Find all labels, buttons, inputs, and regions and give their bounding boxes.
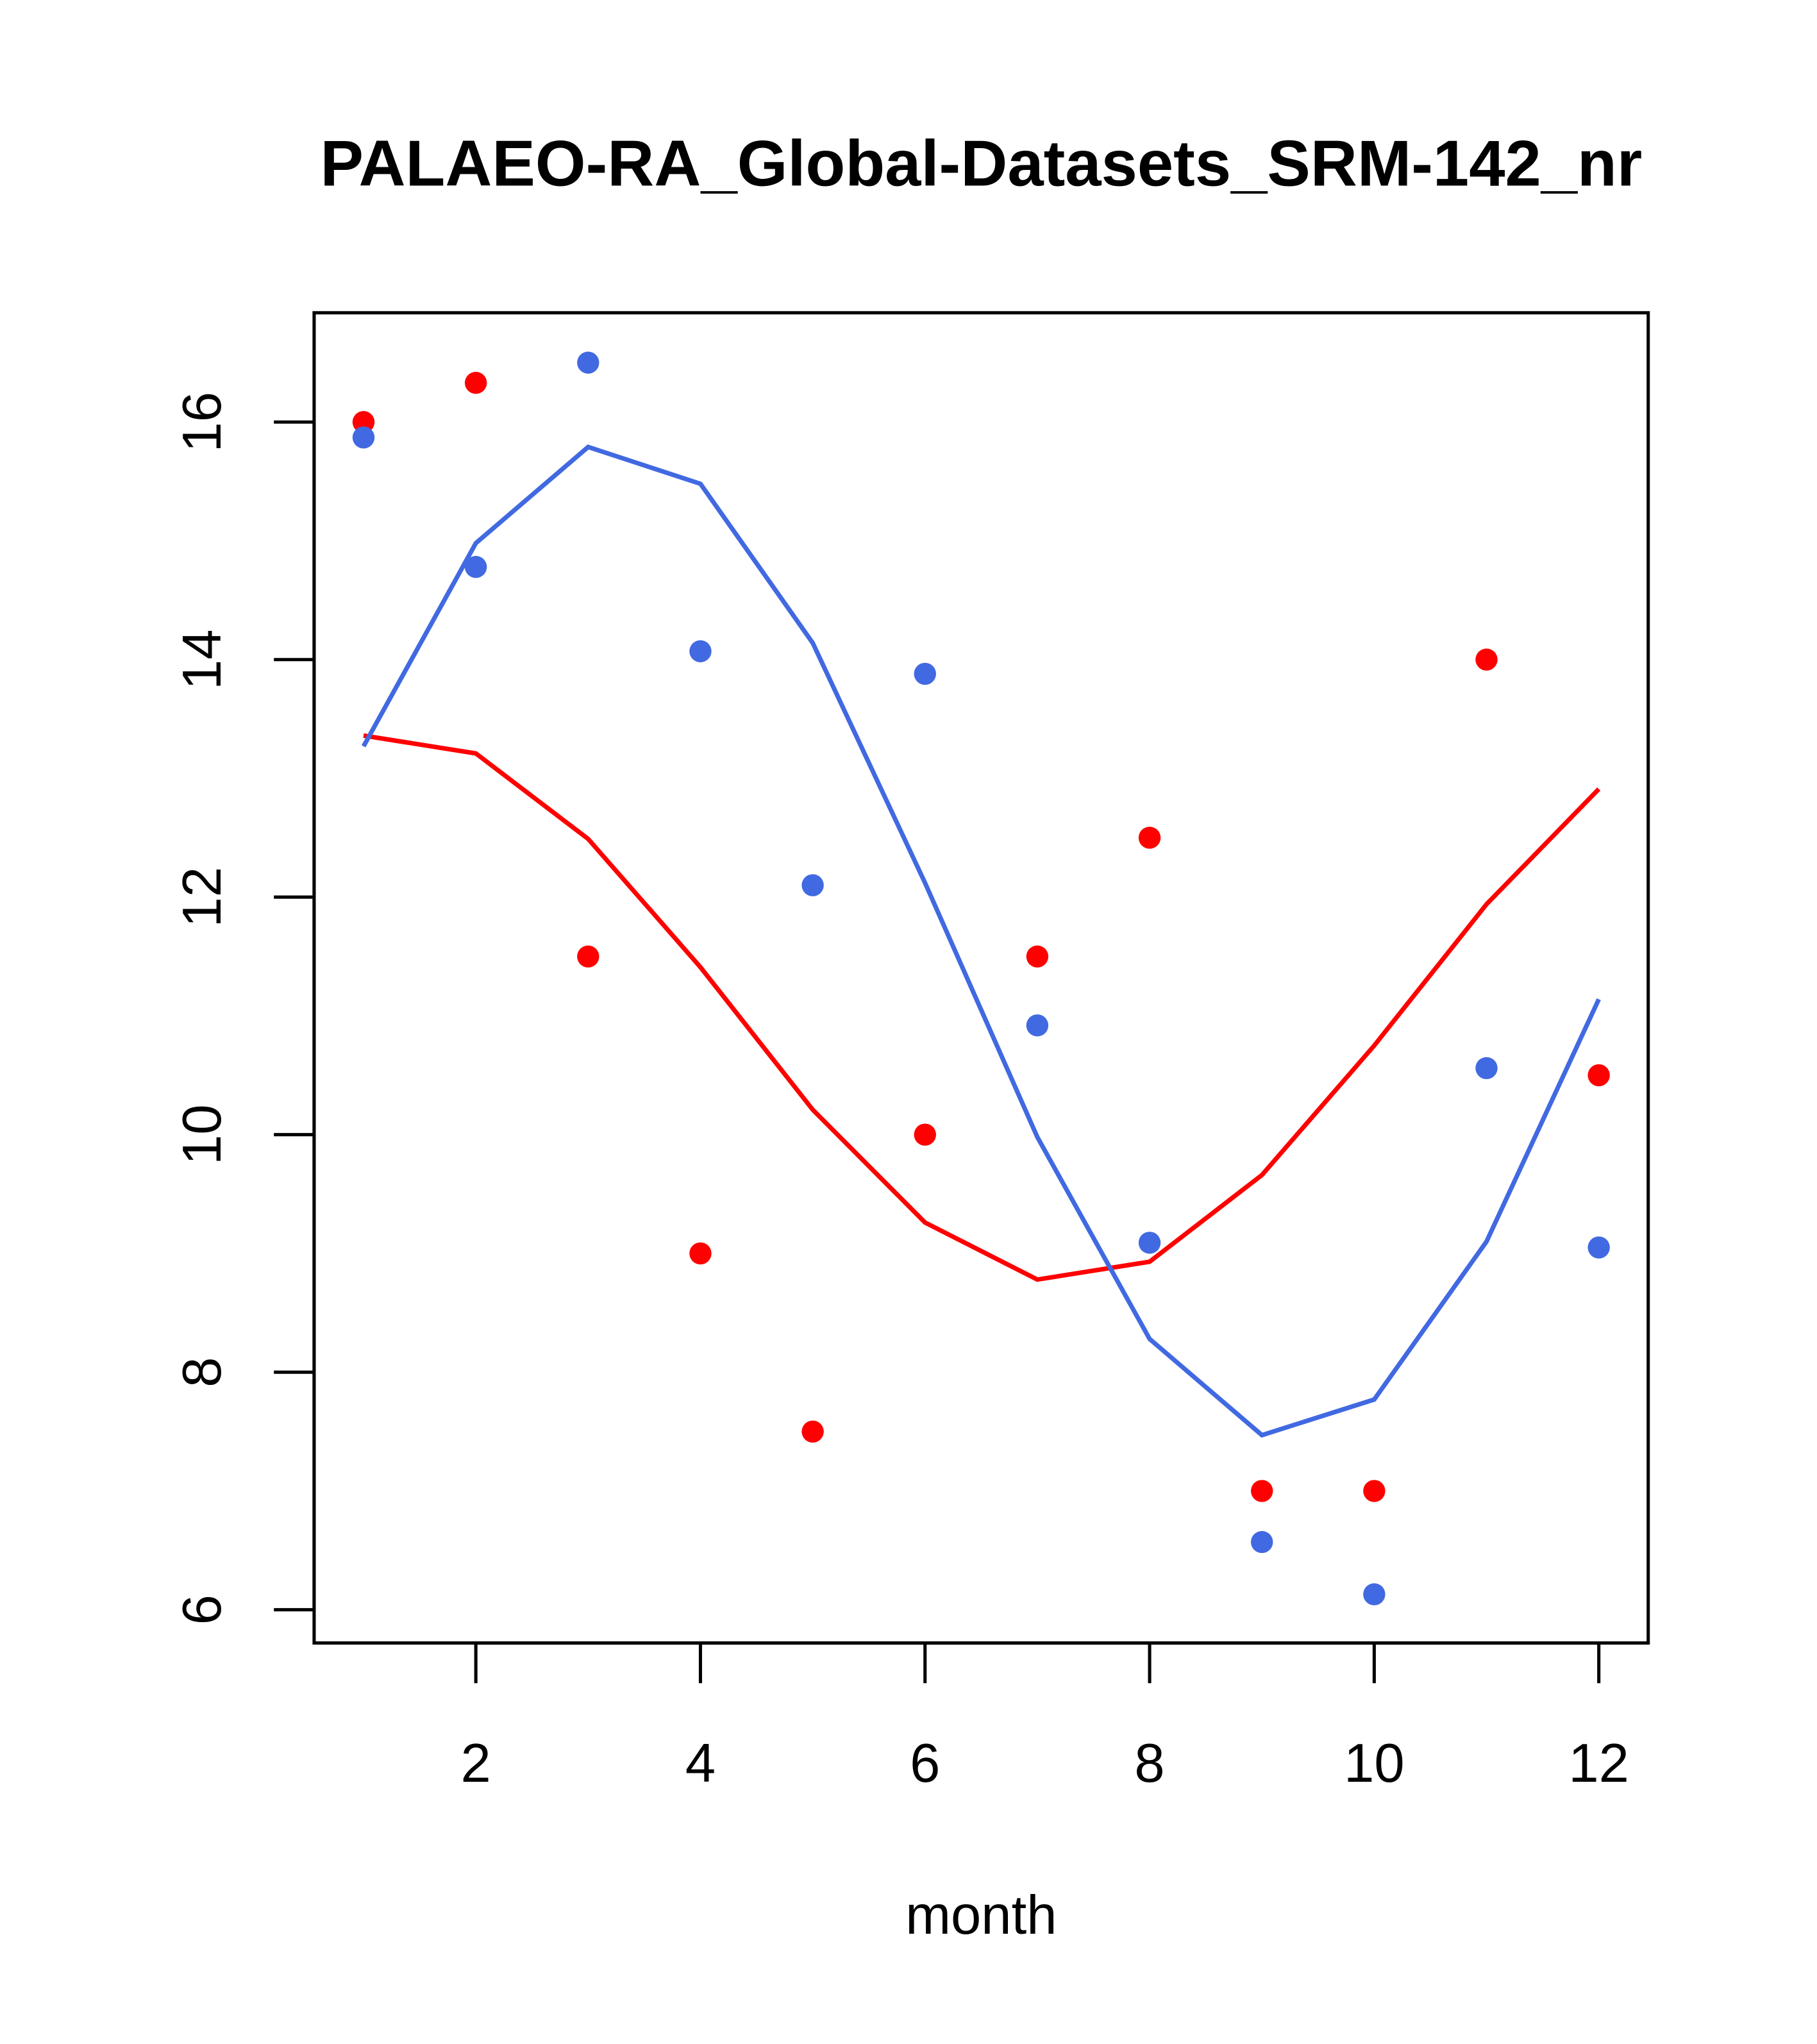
y-tick-label: 16 — [172, 392, 233, 453]
data-point — [1587, 1236, 1610, 1259]
data-point — [1138, 826, 1161, 849]
data-point — [1138, 1232, 1161, 1254]
data-point — [689, 640, 712, 662]
data-point — [801, 874, 824, 896]
data-point — [1363, 1583, 1386, 1605]
series-line-ff0000 — [363, 733, 1601, 1282]
x-tick-label: 10 — [1344, 1733, 1405, 1794]
data-point — [464, 556, 487, 578]
data-point — [1026, 945, 1049, 968]
data-point — [914, 1123, 936, 1146]
x-tick-label: 2 — [461, 1733, 491, 1794]
data-point — [464, 371, 487, 394]
data-point — [1587, 1064, 1610, 1087]
data-point — [914, 662, 936, 685]
data-point — [689, 1242, 712, 1265]
y-tick-label: 10 — [172, 1104, 233, 1165]
x-tick-label: 4 — [685, 1733, 716, 1794]
x-tick-label: 6 — [910, 1733, 940, 1794]
series-line-4169e1 — [361, 444, 1601, 1438]
y-tick-label: 6 — [172, 1595, 233, 1625]
y-tick-label: 14 — [172, 629, 233, 690]
x-axis-label: month — [905, 1885, 1057, 1946]
data-point — [1475, 648, 1498, 671]
data-point — [352, 426, 375, 449]
data-point — [1251, 1480, 1273, 1502]
data-point — [1251, 1530, 1273, 1554]
data-point — [1026, 1014, 1049, 1037]
chart-title: PALAEO-RA_Global-Datasets_SRM-142_nr — [320, 127, 1642, 199]
x-tick-label: 8 — [1134, 1733, 1164, 1794]
y-tick-label: 8 — [172, 1357, 233, 1387]
data-point — [1475, 1057, 1498, 1080]
data-point — [1363, 1480, 1386, 1502]
data-point — [577, 351, 599, 374]
data-point — [577, 945, 599, 968]
y-axis: 6 8 10 12 14 16 — [172, 392, 316, 1625]
y-tick-label: 12 — [172, 867, 233, 928]
data-point — [801, 1420, 824, 1443]
data-point — [352, 411, 375, 433]
x-axis: 2 4 6 8 10 12 — [461, 1641, 1629, 1794]
x-tick-label: 12 — [1568, 1733, 1629, 1794]
series-layer — [352, 351, 1610, 1605]
